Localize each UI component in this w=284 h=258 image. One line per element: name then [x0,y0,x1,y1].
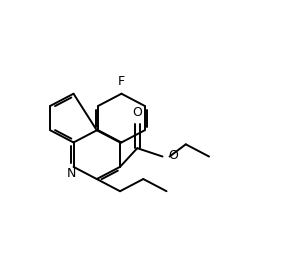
Text: F: F [118,75,125,88]
Text: N: N [66,167,76,180]
Text: O: O [132,106,142,119]
Text: O: O [169,149,179,162]
